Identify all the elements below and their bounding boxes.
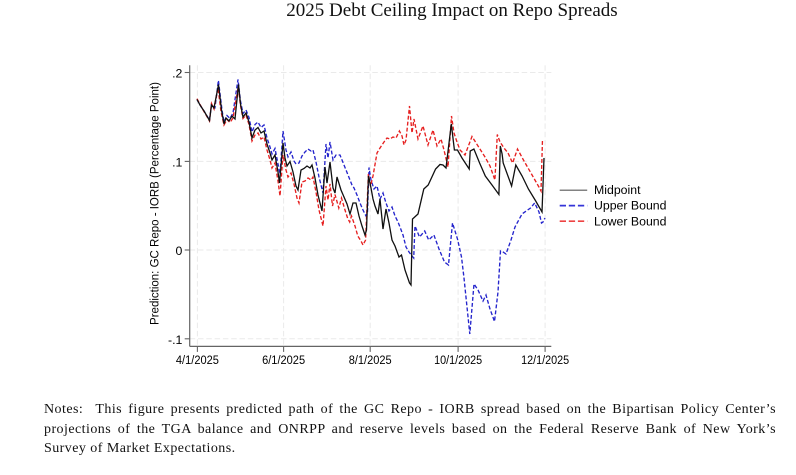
svg-text:8/1/2025: 8/1/2025 bbox=[349, 353, 392, 367]
svg-text:Midpoint: Midpoint bbox=[594, 183, 641, 197]
svg-text:Upper Bound: Upper Bound bbox=[594, 199, 667, 213]
svg-text:Prediction: GC Repo - IORB (Pe: Prediction: GC Repo - IORB (Percentage P… bbox=[150, 82, 162, 325]
svg-text:.2: .2 bbox=[172, 67, 182, 81]
svg-text:4/1/2025: 4/1/2025 bbox=[176, 353, 219, 367]
svg-text:Lower Bound: Lower Bound bbox=[594, 214, 667, 228]
svg-text:12/1/2025: 12/1/2025 bbox=[521, 353, 569, 367]
svg-text:.1: .1 bbox=[172, 155, 182, 169]
svg-text:2025 Debt Ceiling Impact on Re: 2025 Debt Ceiling Impact on Repo Spreads bbox=[286, 0, 617, 21]
svg-text:-.1: -.1 bbox=[168, 333, 183, 347]
svg-text:0: 0 bbox=[176, 244, 183, 258]
svg-text:6/1/2025: 6/1/2025 bbox=[262, 353, 305, 367]
svg-text:10/1/2025: 10/1/2025 bbox=[434, 353, 482, 367]
